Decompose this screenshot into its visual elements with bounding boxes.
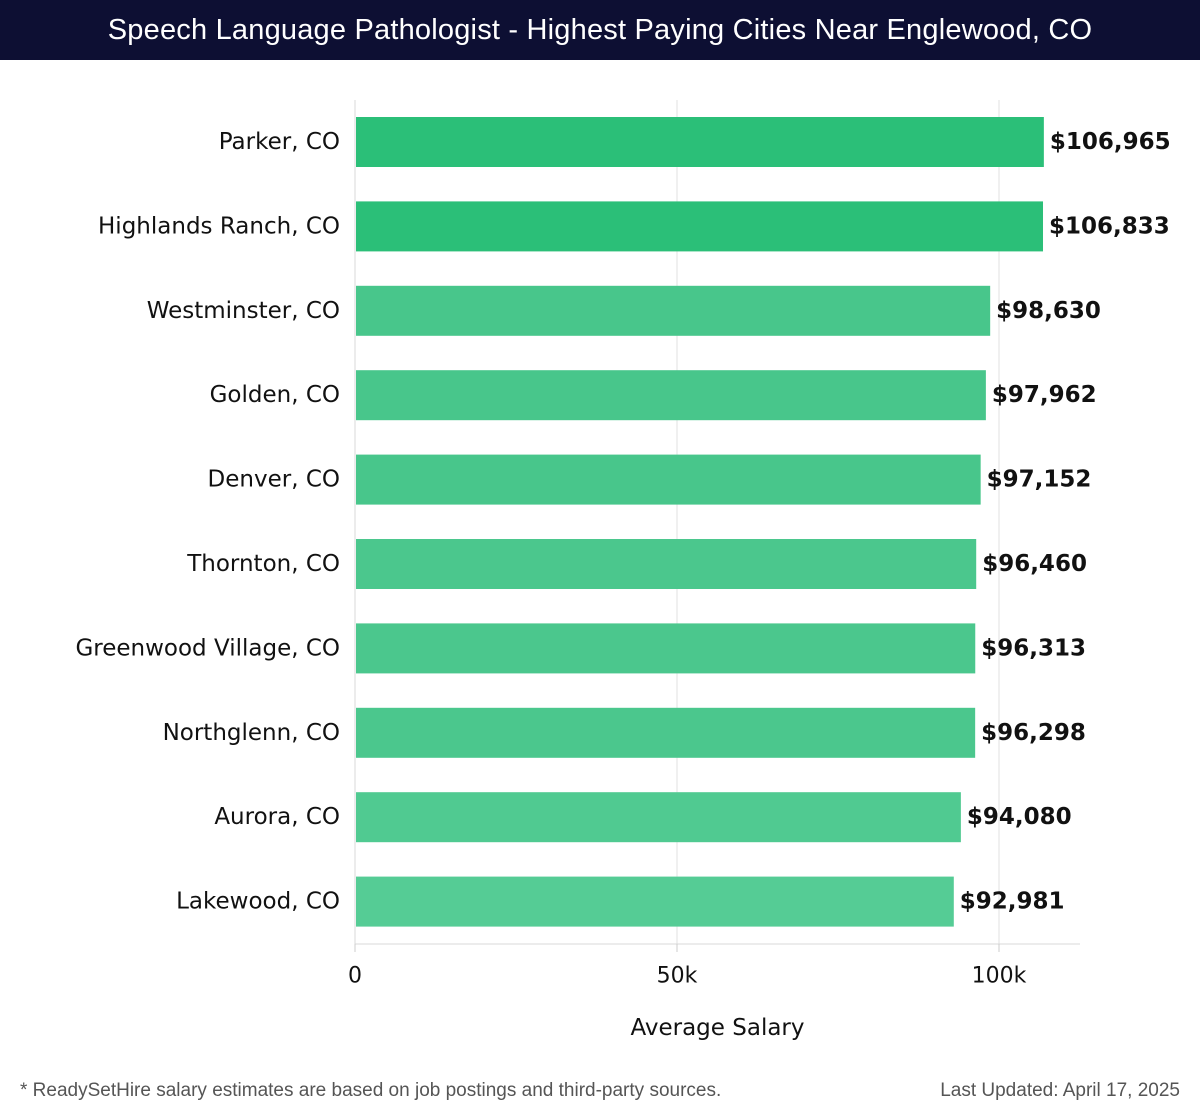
bar (356, 876, 954, 927)
category-label: Golden, CO (210, 382, 340, 408)
x-tick-label: 100k (972, 964, 1027, 989)
bar (356, 370, 986, 421)
value-label: $96,460 (982, 551, 1087, 577)
value-label: $97,962 (992, 382, 1097, 408)
value-label: $96,313 (981, 635, 1086, 661)
chart-title-bar: Speech Language Pathologist - Highest Pa… (0, 0, 1200, 60)
footer-note: * ReadySetHire salary estimates are base… (20, 1080, 722, 1101)
bar (356, 792, 961, 843)
value-label: $98,630 (996, 298, 1101, 324)
category-label: Parker, CO (219, 129, 340, 155)
category-label: Thornton, CO (186, 551, 340, 577)
chart-title: Speech Language Pathologist - Highest Pa… (107, 13, 1093, 46)
bar (356, 623, 976, 674)
x-tick-label: 0 (348, 964, 362, 989)
bar (356, 201, 1044, 252)
bar (356, 117, 1044, 167)
bar (356, 285, 991, 336)
category-label: Denver, CO (208, 467, 340, 493)
value-label: $106,833 (1049, 213, 1170, 239)
value-label: $106,965 (1050, 129, 1171, 155)
bar (356, 707, 976, 758)
value-label: $94,080 (967, 804, 1072, 830)
bar-chart: Parker, CO $106,965 Highlands Ranch, CO $10… (75, 100, 1171, 1041)
category-label: Northglenn, CO (163, 720, 340, 746)
bar (356, 454, 981, 505)
last-updated: Last Updated: April 17, 2025 (940, 1080, 1180, 1101)
value-label: $97,152 (987, 467, 1092, 493)
value-label: $96,298 (981, 720, 1086, 746)
category-label: Highlands Ranch, CO (98, 213, 340, 239)
x-axis-title: Average Salary (630, 1015, 804, 1041)
category-label: Westminster, CO (147, 298, 340, 324)
category-label: Lakewood, CO (176, 889, 340, 915)
category-label: Greenwood Village, CO (75, 635, 340, 661)
x-tick-label: 50k (657, 964, 698, 989)
value-label: $92,981 (960, 889, 1065, 915)
bar (356, 539, 977, 589)
category-label: Aurora, CO (214, 804, 340, 830)
